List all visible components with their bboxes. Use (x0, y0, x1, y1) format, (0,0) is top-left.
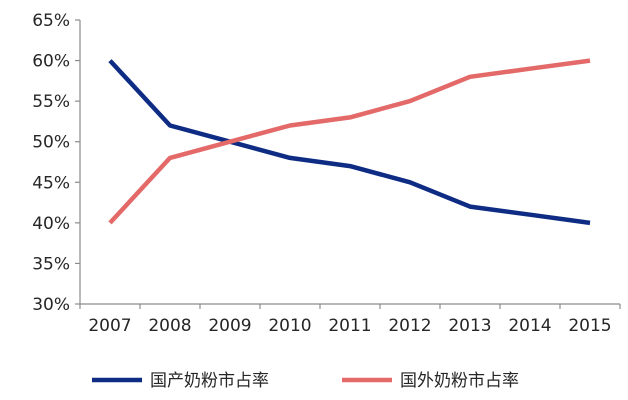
series-line-1 (108, 58, 591, 225)
y-tick-label: 55% (32, 92, 70, 112)
y-tick-label: 40% (32, 214, 70, 234)
y-tick-label: 60% (32, 52, 70, 72)
x-tick-label: 2010 (268, 316, 311, 336)
y-tick-label: 50% (32, 133, 70, 153)
legend-label-1: 国外奶粉市占率 (400, 371, 519, 391)
x-tick-label: 2011 (328, 316, 371, 336)
y-ticks: 30% 35% 40% 45% 50% 55% 60% 65% (32, 11, 80, 315)
axes (79, 20, 620, 305)
y-tick-label: 45% (32, 173, 70, 193)
x-tick-label: 2015 (568, 316, 611, 336)
x-tick-label: 2009 (208, 316, 251, 336)
legend: 国产奶粉市占率 国外奶粉市占率 (92, 371, 519, 391)
y-tick-label: 65% (32, 11, 70, 31)
x-tick-label: 2013 (448, 316, 491, 336)
x-tick-label: 2008 (148, 316, 191, 336)
x-ticks: 2007 2008 2009 2010 2011 2012 2013 2014 2015 (79, 304, 621, 336)
series-line-0 (108, 59, 591, 226)
x-tick-label: 2014 (508, 316, 551, 336)
x-tick-label: 2012 (388, 316, 431, 336)
y-tick-label: 30% (32, 295, 70, 315)
x-tick-label: 2007 (88, 316, 131, 336)
legend-label-0: 国产奶粉市占率 (150, 371, 269, 391)
series-lines (108, 58, 591, 226)
y-tick-label: 35% (32, 254, 70, 274)
